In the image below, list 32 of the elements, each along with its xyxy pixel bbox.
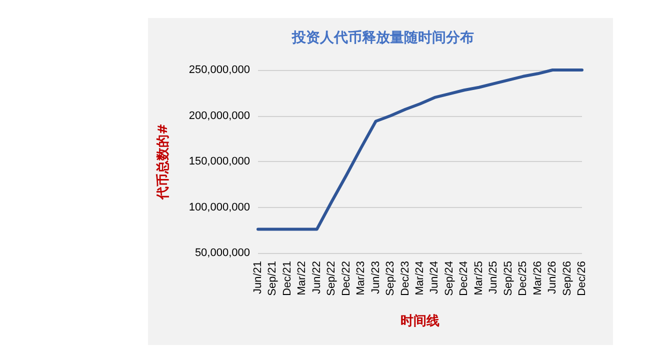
x-tick-label: Mar/23: [355, 261, 368, 296]
x-tick-label: Sep/23: [384, 261, 397, 296]
y-tick-label: 250,000,000: [188, 64, 250, 76]
x-tick-label: Dec/25: [517, 261, 530, 296]
x-tick-label: Sep/24: [443, 261, 456, 296]
x-tick-label: Jun/22: [310, 261, 323, 294]
x-tick-label: Jun/24: [428, 261, 441, 294]
y-tick-label: 150,000,000: [188, 156, 250, 168]
y-tick-label: 50,000,000: [194, 247, 250, 259]
x-tick-label: Dec/24: [458, 261, 470, 296]
y-tick-label: 100,000,000: [188, 201, 250, 214]
x-tick-label: Jun/23: [370, 261, 382, 294]
x-tick-label: Dec/21: [281, 261, 294, 296]
x-tick-label: Sep/26: [561, 261, 574, 296]
x-axis-title: 时间线: [400, 314, 440, 329]
y-axis-title: 代币总数的#: [155, 123, 171, 200]
x-tick-label: Jun/26: [546, 261, 559, 294]
x-tick-label: Dec/26: [576, 261, 588, 296]
x-tick-label: Mar/22: [296, 261, 308, 296]
x-tick-label: Dec/22: [340, 261, 352, 296]
x-tick-label: Jun/25: [488, 261, 500, 294]
x-tick-label: Sep/25: [502, 261, 514, 296]
x-tick-label: Sep/22: [326, 261, 338, 296]
x-tick-label: Sep/21: [266, 261, 279, 296]
x-tick-label: Jun/21: [252, 261, 264, 294]
line-series: [256, 68, 584, 231]
chart-title: 投资人代币释放量随时间分布: [291, 29, 474, 46]
y-tick-label: 200,000,000: [188, 110, 250, 122]
x-tick-label: Mar/25: [472, 261, 485, 296]
x-tick-label: Dec/23: [399, 261, 412, 296]
x-tick-label: Mar/26: [532, 261, 544, 296]
x-tick-label: Mar/24: [414, 261, 426, 296]
